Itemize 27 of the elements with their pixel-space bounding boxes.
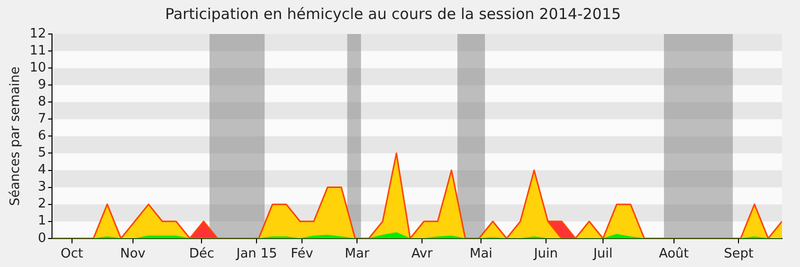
y-tick-label: 8 — [38, 94, 46, 110]
x-tick-label: Juin — [532, 246, 558, 262]
y-tick-label: 7 — [38, 112, 46, 127]
y-axis-title: Séances par semaine — [8, 66, 24, 206]
y-tick-label: 9 — [38, 77, 46, 92]
x-tick-label: Sept — [724, 246, 754, 262]
x-tick-label: Août — [658, 246, 689, 262]
x-tick-label: Mai — [470, 246, 492, 262]
y-tick-label: 11 — [30, 43, 46, 58]
y-tick-label: 10 — [30, 60, 46, 76]
x-tick-label: Avr — [411, 246, 434, 262]
x-tick-label: Nov — [120, 246, 146, 262]
y-tick-label: 12 — [30, 26, 46, 42]
x-tick-label: Mar — [344, 246, 370, 262]
y-tick-label: 4 — [38, 162, 46, 178]
y-tick-label: 5 — [38, 146, 46, 161]
y-tick-label: 6 — [38, 128, 46, 144]
y-tick-label: 0 — [38, 230, 46, 246]
x-tick-label: Fév — [290, 246, 314, 262]
y-tick-label: 2 — [38, 196, 46, 212]
x-tick-label: Jan 15 — [235, 246, 278, 262]
x-tick-label: Déc — [189, 246, 214, 262]
x-tick-label: Oct — [60, 246, 84, 262]
y-tick-label: 1 — [38, 214, 46, 229]
chart-title: Participation en hémicycle au cours de la session 2014-2015 — [165, 4, 621, 23]
y-tick-label: 3 — [38, 180, 46, 195]
x-tick-label: Juil — [592, 246, 613, 262]
